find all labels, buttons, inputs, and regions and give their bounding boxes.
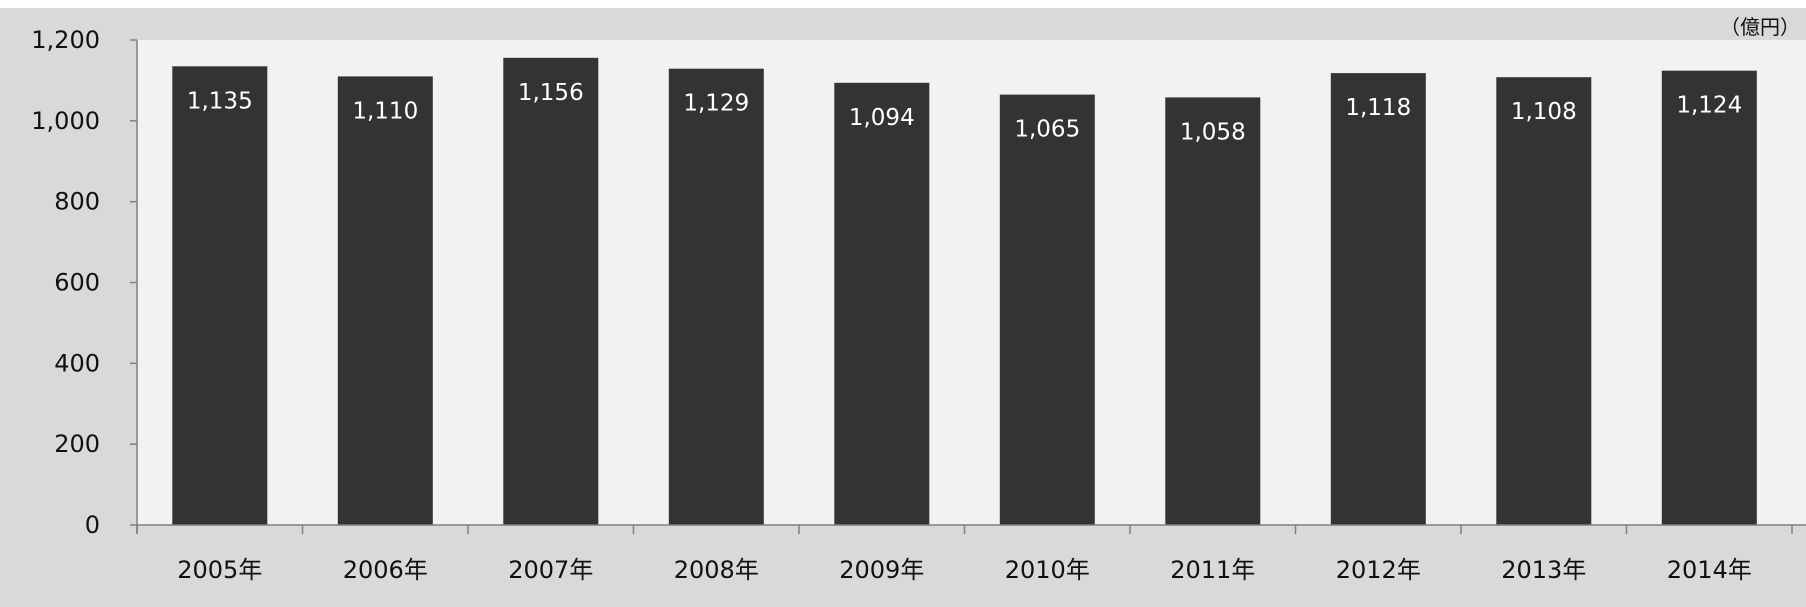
bar-7 (1165, 97, 1261, 526)
bar-2 (337, 76, 433, 526)
x-tick-label-7: 2011年 (1170, 556, 1255, 584)
bar-8 (1330, 73, 1426, 525)
data-label-5: 1,094 (849, 105, 915, 131)
y-tick-label-2: 400 (54, 349, 100, 377)
labels-group: 1,135 1,110 1,156 1,129 1,094 1,065 1,058 1,118… (31, 26, 1752, 584)
unit-label: （億円） (1720, 15, 1800, 39)
x-tick-label-3: 2007年 (508, 556, 593, 584)
y-tick-label-1: 200 (54, 430, 100, 458)
x-tick-label-8: 2012年 (1336, 556, 1421, 584)
x-tick-label-1: 2005年 (177, 556, 262, 584)
x-tick-label-5: 2009年 (839, 556, 924, 584)
bar-4 (668, 68, 764, 525)
data-label-10: 1,124 (1676, 93, 1742, 119)
data-label-4: 1,129 (683, 91, 749, 117)
y-tick-label-0: 0 (85, 511, 100, 539)
data-label-7: 1,058 (1180, 119, 1246, 145)
x-tick-label-4: 2008年 (674, 556, 759, 584)
y-tick-label-5: 1,000 (31, 107, 100, 135)
x-tick-label-6: 2010年 (1005, 556, 1090, 584)
y-tick-label-3: 600 (54, 269, 100, 297)
y-tick-label-4: 800 (54, 188, 100, 216)
data-label-2: 1,110 (352, 98, 418, 124)
bars-group (172, 57, 1757, 526)
bar-1 (172, 66, 268, 526)
x-tick-label-9: 2013年 (1501, 556, 1586, 584)
bar-3 (503, 57, 599, 526)
y-tick-label-6: 1,200 (31, 26, 100, 54)
bar-5 (834, 82, 930, 526)
axes-group (130, 39, 1806, 534)
x-tick-label-2: 2006年 (343, 556, 428, 584)
x-tick-label-10: 2014年 (1667, 556, 1752, 584)
bar-10 (1661, 70, 1757, 525)
data-label-3: 1,156 (518, 80, 584, 106)
data-label-6: 1,065 (1014, 117, 1080, 143)
bar-6 (999, 94, 1095, 525)
bar-9 (1496, 77, 1592, 525)
data-label-1: 1,135 (187, 88, 253, 114)
data-label-8: 1,118 (1345, 95, 1411, 121)
data-label-9: 1,108 (1511, 99, 1577, 125)
